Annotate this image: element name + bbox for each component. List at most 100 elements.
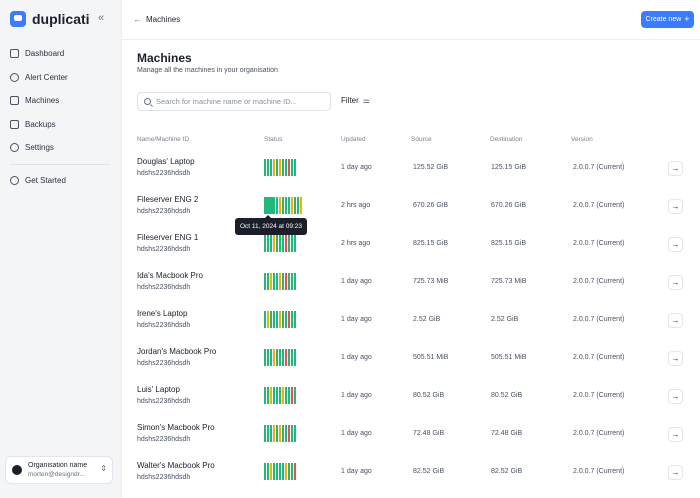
table-row[interactable]: Luis' Laptop hdshs2236hdsdh 1 day ago 80.52… bbox=[122, 379, 700, 417]
backup-status-bars[interactable] bbox=[264, 387, 296, 404]
status-bar[interactable] bbox=[273, 311, 275, 328]
column-header-name[interactable]: Name/Machine ID bbox=[137, 136, 190, 143]
status-bar[interactable] bbox=[276, 387, 278, 404]
status-bar[interactable] bbox=[273, 425, 275, 442]
status-bar[interactable] bbox=[288, 235, 290, 252]
status-bar[interactable] bbox=[264, 273, 266, 290]
status-bar[interactable] bbox=[279, 159, 281, 176]
status-bar[interactable] bbox=[282, 349, 284, 366]
sidebar-item-machines[interactable]: Machines bbox=[0, 89, 120, 113]
arrow-right-icon[interactable]: → bbox=[668, 389, 683, 404]
status-bar[interactable] bbox=[288, 425, 290, 442]
status-bar[interactable] bbox=[291, 273, 293, 290]
status-bar[interactable] bbox=[270, 311, 272, 328]
arrow-right-icon[interactable]: → bbox=[668, 427, 683, 442]
status-bar[interactable] bbox=[294, 463, 296, 480]
status-bar[interactable] bbox=[291, 349, 293, 366]
backup-status-bars[interactable] bbox=[264, 349, 296, 366]
status-bar[interactable] bbox=[264, 387, 266, 404]
status-bar[interactable] bbox=[288, 387, 290, 404]
arrow-right-icon[interactable]: → bbox=[668, 237, 683, 252]
arrow-right-icon[interactable]: → bbox=[668, 199, 683, 214]
table-row[interactable]: Fileserver ENG 1 hdshs2236hdsdh 2 hrs ago 8… bbox=[122, 227, 700, 265]
table-row[interactable]: Walter's Macbook Pro hdshs2236hdsdh 1 day … bbox=[122, 455, 700, 493]
status-bar[interactable] bbox=[276, 349, 278, 366]
status-bar[interactable] bbox=[291, 387, 293, 404]
status-bar[interactable] bbox=[276, 463, 278, 480]
status-bar[interactable] bbox=[285, 235, 287, 252]
status-bar[interactable] bbox=[267, 349, 269, 366]
status-bar[interactable] bbox=[267, 273, 269, 290]
status-bar[interactable] bbox=[285, 159, 287, 176]
status-bar[interactable] bbox=[282, 197, 284, 214]
table-row[interactable]: Simon's Macbook Pro hdshs2236hdsdh 1 day a… bbox=[122, 417, 700, 455]
machine-name[interactable]: Fileserver ENG 1 bbox=[137, 233, 199, 242]
status-bar[interactable] bbox=[282, 463, 284, 480]
status-bar[interactable] bbox=[279, 197, 281, 214]
sidebar-item-backups[interactable]: Backups bbox=[0, 113, 120, 137]
status-bar[interactable] bbox=[291, 463, 293, 480]
backup-status-bars[interactable] bbox=[264, 197, 302, 214]
machine-name[interactable]: Ida's Macbook Pro bbox=[137, 271, 204, 280]
status-bar[interactable] bbox=[288, 273, 290, 290]
table-row[interactable]: Jordan's Macbook Pro hdshs2236hdsdh 1 day … bbox=[122, 341, 700, 379]
status-bar[interactable] bbox=[267, 463, 269, 480]
backup-status-bars[interactable] bbox=[264, 159, 296, 176]
status-bar[interactable] bbox=[288, 197, 290, 214]
column-header-version[interactable]: Version bbox=[571, 136, 593, 143]
status-bar[interactable] bbox=[270, 273, 272, 290]
status-bar[interactable] bbox=[294, 311, 296, 328]
status-bar[interactable] bbox=[294, 159, 296, 176]
table-row[interactable]: Douglas' Laptop hdshs2236hdsdh 1 day ago 12… bbox=[122, 151, 700, 189]
table-row[interactable]: Irene's Laptop hdshs2236hdsdh 1 day ago 2.5… bbox=[122, 303, 700, 341]
arrow-right-icon[interactable]: → bbox=[668, 351, 683, 366]
status-bar[interactable] bbox=[279, 463, 281, 480]
back-arrow-icon[interactable]: ← bbox=[133, 14, 142, 24]
arrow-right-icon[interactable]: → bbox=[668, 313, 683, 328]
status-bar[interactable] bbox=[291, 425, 293, 442]
status-bar[interactable] bbox=[267, 235, 269, 252]
status-bar[interactable] bbox=[288, 311, 290, 328]
status-bar[interactable] bbox=[267, 387, 269, 404]
column-header-source[interactable]: Source bbox=[411, 136, 432, 143]
status-bar[interactable] bbox=[282, 159, 284, 176]
status-bar[interactable] bbox=[282, 235, 284, 252]
status-bar[interactable] bbox=[267, 425, 269, 442]
arrow-right-icon[interactable]: → bbox=[668, 275, 683, 290]
search-input[interactable] bbox=[156, 97, 326, 106]
status-bar[interactable] bbox=[279, 311, 281, 328]
status-bar[interactable] bbox=[300, 197, 302, 214]
search-box[interactable] bbox=[137, 92, 331, 111]
status-bar[interactable] bbox=[291, 235, 293, 252]
status-bar[interactable] bbox=[279, 273, 281, 290]
machine-name[interactable]: Jordan's Macbook Pro bbox=[137, 347, 217, 356]
backup-status-bars[interactable] bbox=[264, 463, 296, 480]
column-header-destination[interactable]: Destination bbox=[490, 136, 523, 143]
machine-name[interactable]: Douglas' Laptop bbox=[137, 157, 195, 166]
status-bar[interactable] bbox=[264, 197, 275, 214]
status-bar[interactable] bbox=[264, 159, 266, 176]
status-bar[interactable] bbox=[264, 349, 266, 366]
status-bar[interactable] bbox=[291, 311, 293, 328]
status-bar[interactable] bbox=[282, 425, 284, 442]
status-bar[interactable] bbox=[285, 311, 287, 328]
status-bar[interactable] bbox=[273, 159, 275, 176]
status-bar[interactable] bbox=[294, 349, 296, 366]
status-bar[interactable] bbox=[279, 235, 281, 252]
status-bar[interactable] bbox=[270, 159, 272, 176]
status-bar[interactable] bbox=[264, 463, 266, 480]
column-header-updated[interactable]: Updated bbox=[341, 136, 366, 143]
status-bar[interactable] bbox=[270, 387, 272, 404]
status-bar[interactable] bbox=[267, 159, 269, 176]
status-bar[interactable] bbox=[279, 425, 281, 442]
status-bar[interactable] bbox=[291, 159, 293, 176]
status-bar[interactable] bbox=[270, 425, 272, 442]
status-bar[interactable] bbox=[276, 273, 278, 290]
status-bar[interactable] bbox=[294, 425, 296, 442]
status-bar[interactable] bbox=[267, 311, 269, 328]
machine-name[interactable]: Walter's Macbook Pro bbox=[137, 461, 215, 470]
backup-status-bars[interactable] bbox=[264, 273, 296, 290]
status-bar[interactable] bbox=[294, 235, 296, 252]
status-bar[interactable] bbox=[276, 197, 278, 214]
sidebar-item-settings[interactable]: Settings bbox=[0, 136, 120, 160]
